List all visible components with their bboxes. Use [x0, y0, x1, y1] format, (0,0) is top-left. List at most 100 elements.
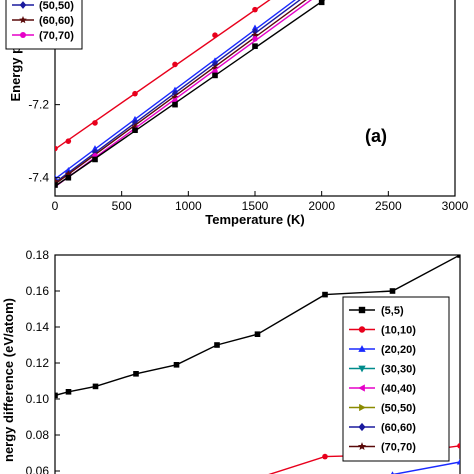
- panel-b-series-20-20: [390, 458, 460, 474]
- panel-b-series-5-5: [55, 255, 460, 399]
- panel-b-data-point: [457, 443, 460, 449]
- panel-a-data-point: [212, 72, 218, 79]
- legend-label: (20,20): [381, 344, 416, 356]
- legend-label: (50,50): [381, 403, 416, 415]
- panel-b-series-line: [55, 255, 460, 397]
- panel-a-data-point: [252, 43, 258, 49]
- panel-a-series-line: [55, 0, 326, 187]
- panel-a-data-point: [172, 61, 178, 68]
- panel-b-legend-item: (70,70): [349, 442, 416, 454]
- panel-a-x-tick-label: 1000: [175, 199, 202, 213]
- panel-a-x-tick-label: 0: [52, 199, 59, 213]
- legend-label: (10,10): [381, 325, 416, 337]
- panel-b-y-tick-label: 0.12: [26, 356, 50, 370]
- panel-a-x-tick-label: 2000: [308, 199, 335, 213]
- panel-a-legend-item: (60,60): [12, 15, 74, 27]
- panel-a-data-point: [65, 174, 72, 181]
- legend-swatch-marker: [358, 326, 366, 333]
- panel-a-data-point: [132, 127, 138, 134]
- panel-b-legend-item: (20,20): [349, 344, 416, 356]
- panel-b-data-point: [65, 389, 72, 395]
- panel-a-data-point: [252, 36, 258, 42]
- panel-b-legend-item: (10,10): [349, 325, 416, 337]
- panel-a-data-point: [92, 156, 98, 163]
- panel-a-data-point: [92, 120, 98, 126]
- legend-swatch-marker: [358, 345, 366, 352]
- panel-b-y-tick-label: 0.10: [26, 392, 50, 406]
- panel-a-data-point: [65, 138, 72, 144]
- legend-label: (70,70): [381, 442, 416, 454]
- panel-b-data-point: [214, 342, 220, 348]
- panel-a-series-line: [55, 0, 313, 188]
- panel-a-series-70-70: [55, 0, 313, 188]
- panel-b-y-tick-label: 0.08: [26, 428, 50, 442]
- panel-b-data-point: [173, 362, 180, 368]
- legend-label: (60,60): [39, 15, 74, 27]
- panel-a-y-tick-label: -7.4: [28, 171, 49, 185]
- legend-swatch-marker: [19, 15, 27, 24]
- panel-a-legend-item: (50,50): [12, 0, 74, 12]
- legend-label: (40,40): [381, 383, 416, 395]
- panel-b-series-line: [392, 461, 460, 474]
- panel-a-x-tick-label: 2500: [375, 199, 402, 213]
- panel-b-y-tick-label: 0.06: [26, 464, 50, 474]
- panel-b-data-point: [92, 383, 99, 390]
- panel-a-series-5-5: [55, 0, 326, 188]
- legend-label: (60,60): [381, 422, 416, 434]
- panel-b-y-tick-label: 0.14: [26, 320, 50, 334]
- panel-b-data-point: [322, 453, 328, 460]
- panel-b-data-point: [457, 255, 460, 258]
- panel-a-data-point: [318, 0, 325, 6]
- panel-b-chart: 0.06 0.08 0.10 0.12 0.14 0.16 0.18 nergy diffe…: [1, 248, 461, 474]
- legend-label: (5,5): [381, 305, 404, 317]
- panel-a-x-tick-label: 500: [112, 199, 132, 213]
- panel-a-x-tick-label: 3000: [442, 199, 469, 213]
- panel-a-data-point: [55, 145, 58, 152]
- panel-a-data-point: [252, 6, 258, 13]
- panel-b-legend-item: (30,30): [349, 364, 416, 376]
- panel-a-y-tick-label: -7.2: [28, 98, 49, 112]
- panel-a-legend-item: (70,70): [12, 30, 74, 42]
- legend-swatch-marker: [357, 442, 367, 450]
- panel-b-legend-item: (40,40): [349, 383, 416, 395]
- panel-a-x-tick-label: 1500: [242, 199, 269, 213]
- panel-b-plot-frame: [54, 254, 461, 474]
- legend-swatch-marker: [358, 306, 366, 314]
- legend-swatch-marker: [358, 384, 365, 392]
- panel-a-series-10-10: [55, 0, 271, 152]
- panel-a-data-point: [251, 24, 259, 31]
- panel-b-y-axis-label: nergy difference (eV/atom): [1, 298, 16, 462]
- panel-b-data-point: [133, 371, 139, 377]
- legend-label: (70,70): [39, 30, 74, 42]
- panel-a-series-50-50: [55, 0, 301, 186]
- legend-label: (30,30): [381, 364, 416, 376]
- panel-b-y-tick-label: 0.16: [26, 284, 50, 298]
- panel-a-legend: (50,50) (60,60) (70,70): [5, 0, 83, 50]
- panel-b-legend-item: (5,5): [349, 305, 404, 317]
- panel-b-data-point: [456, 458, 460, 465]
- panel-b-data-point: [55, 392, 58, 399]
- panel-b-legend-item: (60,60): [349, 422, 416, 434]
- panel-a-data-point: [172, 101, 178, 108]
- legend-swatch-marker: [358, 365, 366, 373]
- panel-a-legend-box: [5, 0, 83, 50]
- legend-label: (50,50): [39, 0, 74, 12]
- panel-b-data-point: [254, 331, 261, 337]
- panel-a-series-line: [55, 0, 301, 184]
- legend-swatch-marker: [358, 422, 366, 432]
- panel-a-data-point: [212, 32, 218, 38]
- legend-swatch-marker: [20, 32, 26, 38]
- panel-a-label: (a): [365, 126, 387, 146]
- panel-a-series-60-60: [55, 0, 307, 185]
- panel-b-legend-item: (50,50): [349, 403, 416, 415]
- panel-a-data-point: [55, 182, 58, 188]
- panel-a-x-axis-label: Temperature (K): [205, 212, 304, 227]
- panel-a-data-point: [251, 31, 259, 39]
- panel-a-data-point: [132, 90, 138, 97]
- legend-swatch-marker: [359, 403, 366, 412]
- panel-a-data-point: [131, 115, 139, 122]
- panel-b-data-point: [389, 288, 396, 294]
- panel-b-legend: (5,5) (10,10) (20,20) (30,30) (40,40) (50,50)…: [342, 296, 450, 462]
- panel-b-data-point: [390, 471, 395, 474]
